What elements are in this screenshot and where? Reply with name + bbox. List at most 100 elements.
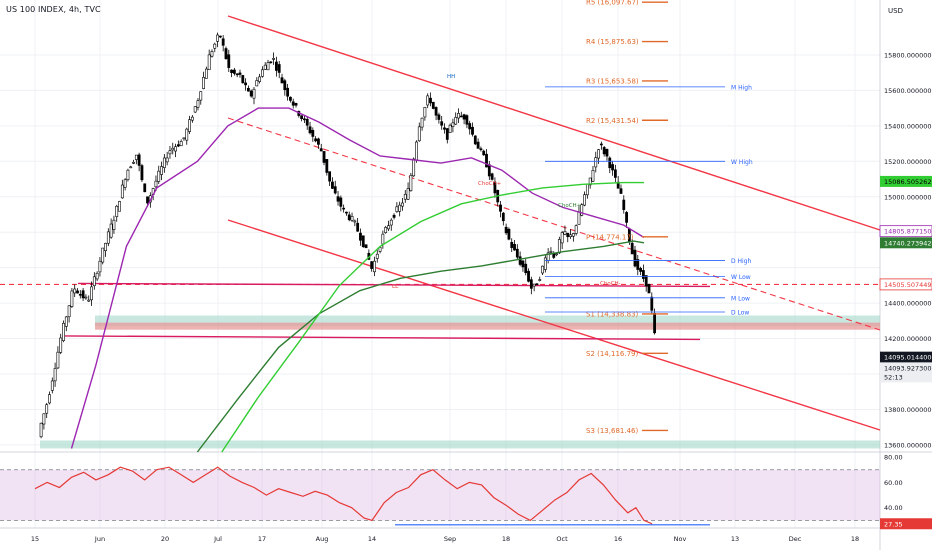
candle-down	[317, 138, 320, 145]
candle-up	[577, 211, 581, 225]
candle-down	[305, 118, 309, 126]
candle-up	[118, 201, 121, 212]
candle-down	[443, 127, 446, 130]
candle-down	[515, 248, 519, 258]
candle-up	[123, 179, 127, 188]
price-axis-badge	[880, 237, 932, 249]
structure-annotation: ChoCH+	[478, 181, 502, 187]
last-price-label: 14093.9273000	[884, 364, 932, 372]
candle-up	[255, 80, 259, 87]
x-tick-label: Sep	[444, 535, 456, 543]
candle-down	[311, 129, 315, 137]
candle-up	[387, 225, 390, 230]
level-label: D High	[731, 258, 752, 265]
candle-up	[179, 141, 183, 147]
candle-up	[594, 157, 598, 168]
candle-down	[605, 149, 609, 157]
candle-down	[613, 169, 617, 178]
candle-up	[162, 157, 166, 168]
y-tick-label: 13800.0000000	[884, 406, 932, 414]
y-tick-label: 13600.0000000	[884, 441, 932, 449]
level-label: W High	[731, 159, 753, 166]
candle-down	[227, 54, 231, 68]
candle-up	[454, 117, 458, 125]
candle-down	[468, 123, 472, 130]
candle-up	[106, 231, 110, 244]
currency-label: USD	[888, 7, 903, 15]
x-tick-label: 18	[502, 535, 510, 543]
candle-up	[157, 170, 161, 182]
candle-up	[580, 204, 584, 216]
x-tick-label: Oct	[556, 535, 568, 543]
pivot-label: R3 (15,653.58)	[586, 77, 639, 85]
candle-down	[518, 256, 522, 265]
candle-up	[585, 183, 589, 196]
candle-up	[541, 265, 544, 274]
candle-up	[42, 413, 46, 425]
candle-up	[555, 253, 558, 256]
candle-up	[263, 64, 267, 70]
price-axis-badge-label: 14505.5074498	[884, 281, 932, 289]
candle-down	[331, 181, 334, 189]
candle-up	[168, 150, 172, 155]
pivot-label: P (14,774.17)	[586, 233, 634, 241]
candle-down	[431, 101, 435, 109]
moving-average-line-1	[70, 107, 645, 449]
candle-down	[429, 97, 432, 104]
moving-average-line-2	[196, 240, 645, 453]
candle-down	[221, 38, 225, 46]
candle-up	[252, 88, 256, 99]
candle-up	[165, 157, 169, 163]
candle-down	[630, 242, 634, 255]
candle-up	[353, 220, 357, 223]
candle-down	[641, 270, 645, 279]
price-axis-badge-label: 14740.2739424	[884, 239, 932, 247]
price-axis-badge-label: 14095.0144000	[884, 354, 932, 362]
candle-down	[485, 153, 488, 168]
rsi-tick-label: 60.00	[884, 479, 903, 487]
candle-up	[261, 69, 264, 77]
candle-down	[269, 61, 273, 64]
channel-lower-line	[227, 219, 881, 431]
candle-up	[59, 337, 63, 353]
candle-down	[280, 77, 284, 84]
candle-down	[473, 135, 477, 145]
candle-up	[597, 149, 600, 159]
candle-down	[639, 268, 642, 272]
candle-down	[230, 69, 233, 73]
candle-up	[389, 219, 393, 226]
structure-annotation: HH	[447, 74, 455, 80]
candle-up	[591, 170, 595, 182]
candle-up	[185, 128, 189, 141]
candle-up	[92, 276, 96, 287]
pivot-label: S3 (13,681.46)	[586, 427, 638, 435]
candle-up	[126, 169, 130, 181]
candle-down	[244, 82, 247, 86]
candle-up	[174, 146, 177, 152]
candle-up	[216, 34, 219, 42]
candle-up	[210, 51, 214, 57]
candle-up	[62, 322, 65, 341]
candle-down	[339, 197, 343, 207]
candle-up	[70, 290, 74, 307]
candle-up	[543, 257, 547, 270]
candle-down	[291, 101, 295, 106]
moving-average-line-3	[221, 181, 644, 453]
candle-down	[501, 212, 505, 222]
candle-down	[294, 103, 298, 106]
candle-up	[67, 305, 71, 318]
candle-down	[289, 96, 292, 101]
chart-title: US 100 INDEX, 4h, TVC	[6, 5, 101, 14]
candle-up	[120, 184, 124, 199]
candle-down	[622, 199, 626, 210]
candle-up	[403, 193, 407, 200]
x-tick-label: Jul	[213, 535, 222, 543]
candle-up	[583, 194, 586, 206]
candle-up	[73, 288, 77, 294]
candle-up	[415, 141, 418, 161]
y-tick-label: 14400.0000000	[884, 300, 932, 308]
rsi-line	[34, 466, 653, 525]
countdown-label: 52:13	[884, 373, 903, 381]
candle-up	[384, 227, 388, 233]
